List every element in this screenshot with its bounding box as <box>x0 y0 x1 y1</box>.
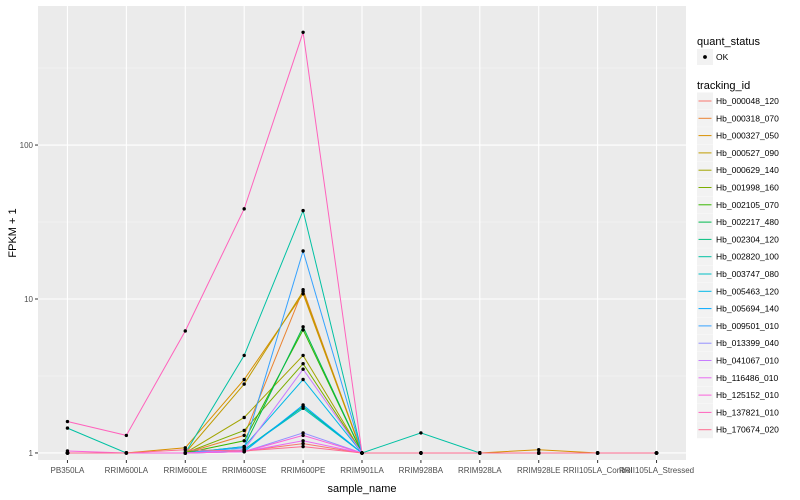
legend-series-label: Hb_013399_040 <box>716 338 779 348</box>
legend-point-label: OK <box>716 52 729 62</box>
legend-series-label: Hb_001998_160 <box>716 183 779 193</box>
x-tick-label: RRIM928LE <box>517 466 561 475</box>
data-point <box>595 451 600 455</box>
data-point <box>301 30 305 34</box>
data-point <box>301 208 305 213</box>
data-point <box>242 382 246 386</box>
data-point <box>301 406 305 411</box>
legend-point-key <box>703 55 707 59</box>
x-tick-label: PB350LA <box>51 466 85 475</box>
y-axis: 1 10 100 <box>20 141 38 458</box>
data-point <box>301 328 305 332</box>
data-point <box>301 249 305 253</box>
legend-series-label: Hb_002105_070 <box>716 200 779 210</box>
line-legend-title: tracking_id <box>697 80 750 92</box>
data-point <box>242 449 246 453</box>
data-point <box>537 447 541 452</box>
data-point <box>419 431 423 435</box>
data-point <box>242 207 246 211</box>
y-axis-label: FPKM + 1 <box>7 208 19 257</box>
legend: quant_status OK tracking_id Hb_000048_12… <box>697 36 779 439</box>
data-point <box>301 367 305 371</box>
data-point <box>301 361 305 366</box>
legend-series-label: Hb_005463_120 <box>716 286 779 296</box>
data-point <box>537 451 541 455</box>
y-tick-label: 10 <box>24 295 33 304</box>
data-point <box>301 325 305 329</box>
data-point <box>183 329 187 333</box>
legend-series-label: Hb_000629_140 <box>716 165 779 175</box>
data-point <box>301 441 305 446</box>
data-point <box>301 289 305 294</box>
data-point <box>301 403 305 407</box>
x-tick-label: RRIM600PE <box>281 466 325 475</box>
y-tick-label: 1 <box>29 449 34 458</box>
data-point <box>242 433 246 438</box>
legend-series-label: Hb_116486_010 <box>716 373 779 383</box>
data-point <box>242 353 246 358</box>
legend-series-label: Hb_009501_010 <box>716 321 779 331</box>
data-point <box>65 419 70 424</box>
x-tick-label: RRII105LA_Control <box>563 466 633 475</box>
legend-series-label: Hb_002217_480 <box>716 217 779 227</box>
data-point <box>65 426 70 430</box>
y-tick-label: 100 <box>20 141 34 150</box>
data-point <box>301 433 305 438</box>
legend-series-label: Hb_000318_070 <box>716 113 779 123</box>
legend-series-label: Hb_000048_120 <box>716 96 779 106</box>
legend-series-label: Hb_125152_010 <box>716 390 779 400</box>
legend-series-label: Hb_002820_100 <box>716 252 779 262</box>
data-point <box>242 377 246 382</box>
point-legend-title: quant_status <box>697 36 760 48</box>
data-point <box>301 377 305 382</box>
x-tick-label: RRIM901LA <box>340 466 384 475</box>
data-point <box>301 439 305 443</box>
data-point <box>124 433 129 438</box>
x-axis-label: sample_name <box>327 483 396 495</box>
legend-series-label: Hb_002304_120 <box>716 234 779 244</box>
data-point <box>360 451 364 455</box>
data-point <box>301 353 305 358</box>
legend-series-label: Hb_003747_080 <box>716 269 779 279</box>
x-tick-label: RRIM600LE <box>163 466 207 475</box>
data-point <box>301 292 305 296</box>
data-point <box>183 451 187 455</box>
series-points <box>65 30 659 455</box>
data-point <box>419 451 423 455</box>
data-point <box>242 439 246 443</box>
data-point <box>654 451 659 455</box>
data-point <box>65 451 70 455</box>
x-tick-label: RRIM600LA <box>105 466 149 475</box>
legend-series-label: Hb_000527_090 <box>716 148 779 158</box>
data-point <box>242 428 246 433</box>
legend-series-label: Hb_041067_010 <box>716 356 779 366</box>
data-point <box>242 415 246 420</box>
legend-series-label: Hb_000327_050 <box>716 131 779 141</box>
x-axis: PB350LA RRIM600LA RRIM600LE RRIM600SE RRIM60… <box>51 460 694 475</box>
line-legend-entries: Hb_000048_120 Hb_000318_070 Hb_000327_050 H… <box>697 92 779 439</box>
legend-series-label: Hb_005694_140 <box>716 304 779 314</box>
x-tick-label: RRIM928LA <box>458 466 502 475</box>
major-gridlines <box>38 6 686 460</box>
x-tick-label: RRIM600SE <box>222 466 266 475</box>
data-point <box>478 451 482 455</box>
data-point <box>124 451 129 455</box>
data-point <box>301 444 305 449</box>
legend-series-label: Hb_170674_020 <box>716 425 779 435</box>
point-legend-entries: OK <box>697 49 729 65</box>
data-point <box>183 447 187 452</box>
x-tick-label: RRIM928BA <box>399 466 444 475</box>
data-point <box>301 431 305 435</box>
legend-series-label: Hb_137821_010 <box>716 407 779 417</box>
x-tick-label: RRII105LA_Stressed <box>619 466 694 475</box>
